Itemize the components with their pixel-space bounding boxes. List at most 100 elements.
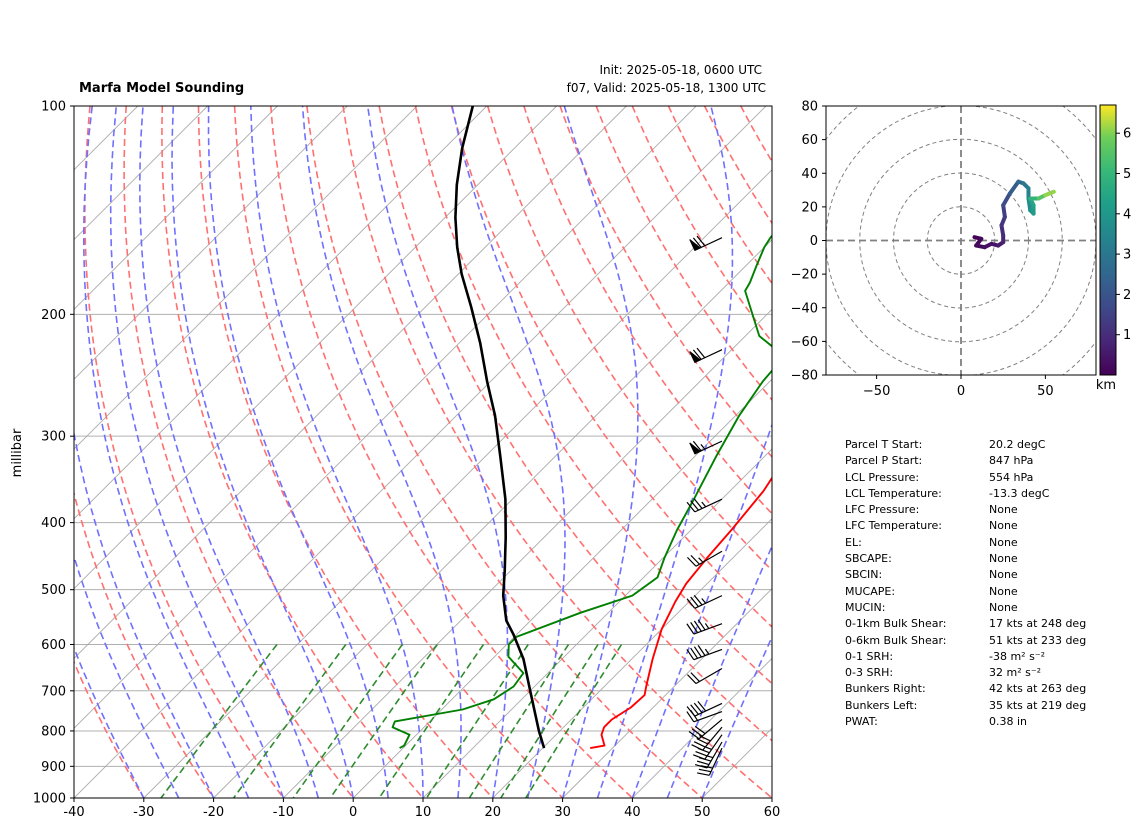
barb-full (686, 649, 695, 661)
stat-label: Parcel P Start: (845, 454, 923, 468)
moist-adiabat (171, 106, 354, 798)
stat-row: LCL Temperature: -13.3 degC (845, 486, 1086, 502)
moist-adiabat (74, 553, 180, 798)
barb-full (693, 702, 703, 714)
barb-full (693, 741, 706, 748)
barb-full (697, 645, 706, 656)
stat-label: MUCAPE: (845, 584, 896, 598)
y-tick-label: 600 (41, 638, 66, 653)
dry-adiabat (450, 106, 772, 628)
x-tick-label: 30 (554, 805, 571, 820)
barb-full (686, 598, 696, 609)
isotherm-line (213, 238, 772, 798)
barb-flag (689, 239, 702, 252)
stat-label: PWAT: (845, 715, 878, 729)
isotherm-line (492, 518, 772, 798)
stat-label: MUCIN: (845, 600, 886, 614)
barb-full (696, 738, 709, 745)
dry-adiabat (123, 106, 354, 798)
mixing-ratio-line (232, 644, 347, 798)
dry-adiabat (703, 106, 772, 225)
isotherm-line (74, 106, 557, 590)
stat-row: LFC Temperature: None (845, 518, 1086, 534)
wind-barb (694, 741, 723, 769)
dry-adiabat (595, 106, 772, 402)
x-tick-label: -10 (273, 805, 294, 820)
stat-label: 0-1 SRH: (845, 649, 894, 663)
moist-adiabat (366, 106, 509, 798)
barb-half (701, 598, 707, 604)
isotherm-line (74, 106, 418, 450)
barb-full (690, 500, 699, 511)
barb-full (690, 704, 699, 715)
barb-full (688, 730, 700, 740)
wind-barb (697, 747, 723, 776)
y-tick-label: 300 (41, 430, 66, 445)
stat-label: SBCIN: (845, 568, 883, 582)
dry-adiabat (270, 106, 633, 798)
stat-row: SBCIN: None (845, 567, 1086, 583)
barb-full (686, 501, 696, 513)
barb-full (686, 674, 697, 684)
stat-row: LFC Pressure: None (845, 502, 1086, 518)
stat-row: 0-6km Bulk Shear: 51 kts at 233 deg (845, 633, 1086, 649)
stat-value: 554 hPa (989, 470, 1034, 484)
mixing-ratio-line (378, 644, 485, 798)
barb-full (694, 725, 706, 735)
hodo-y-tick-label: −40 (791, 301, 818, 316)
barb-shaft (694, 595, 723, 609)
dewpoint-profile (391, 234, 772, 749)
hodo-x-tick-label: −50 (863, 384, 890, 399)
moist-adiabat (74, 645, 145, 798)
skewt-plot-frame (73, 105, 773, 799)
mixing-ratio-line (468, 644, 570, 798)
x-tick-label: -30 (133, 805, 154, 820)
stat-row: 0-1km Bulk Shear: 17 kts at 248 deg (845, 616, 1086, 632)
moist-adiabat (631, 422, 772, 798)
barb-half (698, 557, 704, 563)
stat-label: Parcel T Start: (845, 438, 923, 451)
hodo-y-tick-label: 40 (801, 167, 818, 182)
barb-shaft (698, 718, 723, 740)
stat-value: -38 m² s⁻² (989, 649, 1046, 663)
isotherm-line (632, 657, 772, 798)
dry-adiabat (523, 106, 772, 515)
stat-value: None (989, 519, 1018, 533)
stat-row: EL: None (845, 535, 1086, 551)
barb-full (693, 498, 703, 509)
barb-full (697, 772, 710, 776)
colorbar-tick-label: 5 (1123, 167, 1131, 182)
barb-full (686, 623, 695, 635)
isotherm-line (74, 106, 697, 729)
barb-full (691, 744, 703, 751)
stat-value: None (989, 552, 1018, 566)
dry-adiabat (74, 490, 215, 798)
stat-label: LFC Pressure: (845, 503, 920, 517)
y-tick-label: 800 (41, 724, 66, 739)
dry-adiabat (197, 106, 494, 798)
stat-value: -13.3 degC (989, 486, 1050, 500)
dry-adiabat (559, 106, 772, 459)
barb-shaft (693, 623, 723, 635)
stat-label: SBCAPE: (845, 552, 892, 566)
init-time: Init: 2025-05-18, 0600 UTC (599, 63, 762, 77)
barb-full (698, 768, 712, 773)
dry-adiabat (84, 106, 285, 798)
barb-full (693, 594, 703, 606)
moist-adiabat (596, 106, 734, 798)
stat-label: EL: (845, 535, 862, 549)
isotherm-line (74, 106, 627, 660)
dry-adiabat (306, 106, 703, 798)
isotherm-line (283, 308, 772, 798)
barb-full (690, 596, 699, 608)
stat-row: MUCAPE: None (845, 584, 1086, 600)
moist-adiabat (451, 106, 566, 798)
y-tick-label: 900 (41, 760, 66, 775)
hodo-y-tick-label: −20 (791, 268, 818, 283)
stat-value: 35 kts at 219 deg (989, 698, 1087, 712)
wind-barb (686, 550, 723, 567)
moist-adiabat (139, 106, 320, 798)
mixing-ratio-line (292, 644, 403, 798)
y-tick-label: 500 (41, 583, 66, 598)
x-tick-label: -40 (63, 805, 84, 820)
